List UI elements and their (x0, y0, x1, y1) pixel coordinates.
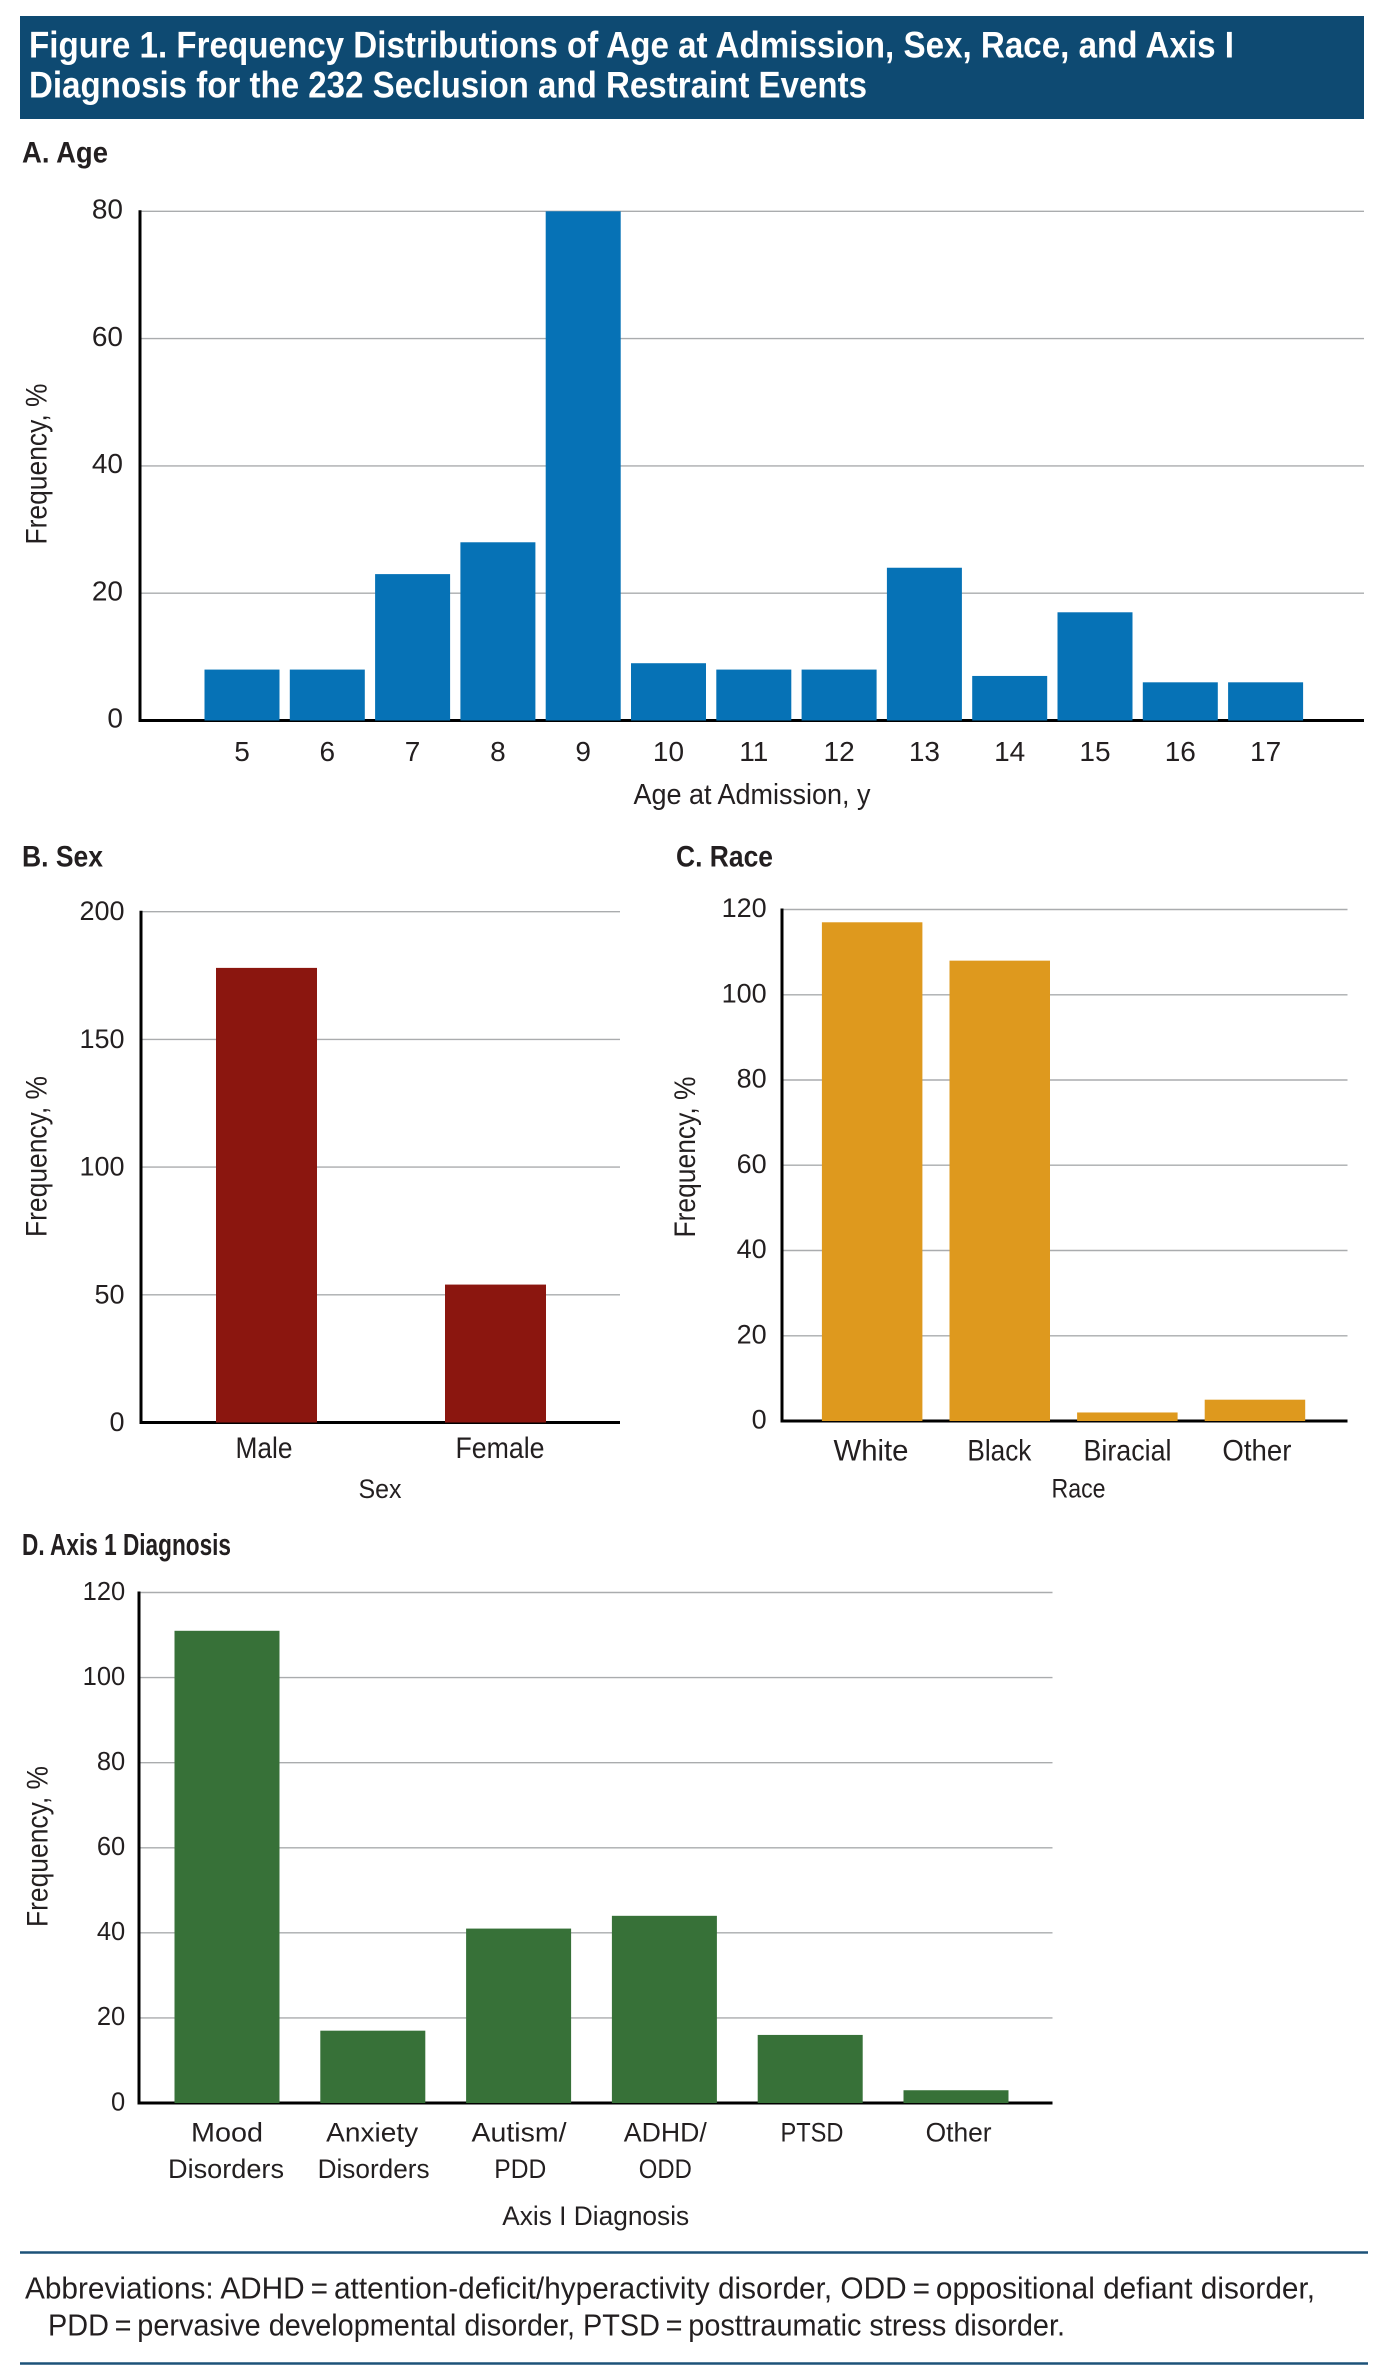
svg-text:40: 40 (92, 448, 123, 479)
svg-text:100: 100 (83, 1663, 126, 1691)
svg-text:40: 40 (737, 1234, 767, 1264)
svg-text:120: 120 (83, 1578, 126, 1606)
svg-text:50: 50 (94, 1279, 124, 1309)
svg-text:40: 40 (97, 1918, 125, 1946)
svg-text:5: 5 (234, 736, 250, 767)
svg-text:80: 80 (97, 1748, 125, 1776)
svg-text:20: 20 (92, 575, 123, 606)
svg-text:16: 16 (1165, 736, 1196, 767)
svg-text:Age at Admission, y: Age at Admission, y (634, 779, 871, 811)
svg-text:Male: Male (236, 1432, 293, 1465)
svg-text:PDD: PDD (494, 2154, 546, 2184)
svg-text:100: 100 (79, 1152, 124, 1182)
svg-text:60: 60 (97, 1833, 125, 1861)
svg-text:20: 20 (97, 2003, 125, 2031)
svg-text:Race: Race (1052, 1474, 1106, 1504)
svg-text:13: 13 (909, 736, 940, 767)
svg-text:20: 20 (737, 1319, 767, 1349)
svg-text:Anxiety: Anxiety (326, 2118, 419, 2148)
svg-text:6: 6 (320, 736, 336, 767)
svg-text:Mood: Mood (191, 2118, 263, 2148)
svg-text:A. Age: A. Age (22, 136, 108, 169)
svg-text:80: 80 (92, 194, 123, 225)
svg-text:Frequency, %: Frequency, % (22, 1766, 55, 1927)
svg-text:60: 60 (737, 1149, 767, 1179)
svg-text:PDD = pervasive developmental: PDD = pervasive developmental disorder, … (48, 2308, 1065, 2343)
svg-text:Black: Black (967, 1435, 1032, 1468)
svg-text:White: White (834, 1435, 909, 1468)
svg-text:Frequency, %: Frequency, % (669, 1077, 702, 1238)
svg-text:D. Axis 1 Diagnosis: D. Axis 1 Diagnosis (22, 1527, 231, 1562)
svg-text:60: 60 (92, 321, 123, 352)
svg-text:80: 80 (737, 1064, 767, 1094)
svg-text:Diagnosis for the 232 Seclusio: Diagnosis for the 232 Seclusion and Rest… (29, 65, 867, 106)
svg-text:Other: Other (1222, 1435, 1291, 1468)
svg-text:12: 12 (824, 736, 855, 767)
svg-text:100: 100 (722, 978, 767, 1008)
svg-text:0: 0 (107, 703, 123, 734)
svg-text:15: 15 (1079, 736, 1110, 767)
svg-text:0: 0 (752, 1405, 767, 1435)
svg-text:Autism/: Autism/ (472, 2118, 568, 2148)
svg-text:7: 7 (405, 736, 421, 767)
svg-text:Disorders: Disorders (168, 2154, 284, 2184)
svg-text:Frequency, %: Frequency, % (21, 384, 54, 545)
svg-text:8: 8 (490, 736, 506, 767)
svg-text:ODD: ODD (639, 2154, 692, 2184)
svg-text:Biracial: Biracial (1084, 1435, 1172, 1468)
svg-text:150: 150 (79, 1024, 124, 1054)
svg-text:Figure 1. Frequency Distributi: Figure 1. Frequency Distributions of Age… (29, 25, 1234, 66)
svg-text:Frequency, %: Frequency, % (20, 1076, 53, 1237)
svg-text:PTSD: PTSD (781, 2118, 844, 2148)
svg-text:200: 200 (79, 896, 124, 926)
svg-text:10: 10 (653, 736, 684, 767)
svg-text:ADHD/: ADHD/ (624, 2118, 707, 2148)
svg-text:B. Sex: B. Sex (22, 841, 103, 874)
svg-text:Abbreviations: ADHD = attentio: Abbreviations: ADHD = attention-deficit/… (25, 2271, 1315, 2306)
svg-text:Sex: Sex (359, 1474, 402, 1504)
svg-text:11: 11 (739, 736, 768, 767)
svg-text:0: 0 (111, 2088, 125, 2116)
svg-text:Disorders: Disorders (318, 2154, 430, 2184)
svg-text:17: 17 (1250, 736, 1281, 767)
svg-text:120: 120 (722, 893, 767, 923)
svg-text:14: 14 (994, 736, 1025, 767)
svg-text:Other: Other (926, 2118, 992, 2148)
svg-text:Female: Female (456, 1432, 545, 1465)
svg-text:0: 0 (109, 1407, 124, 1437)
svg-text:9: 9 (575, 736, 591, 767)
svg-text:Axis I Diagnosis: Axis I Diagnosis (502, 2201, 689, 2231)
svg-text:C. Race: C. Race (676, 841, 773, 874)
